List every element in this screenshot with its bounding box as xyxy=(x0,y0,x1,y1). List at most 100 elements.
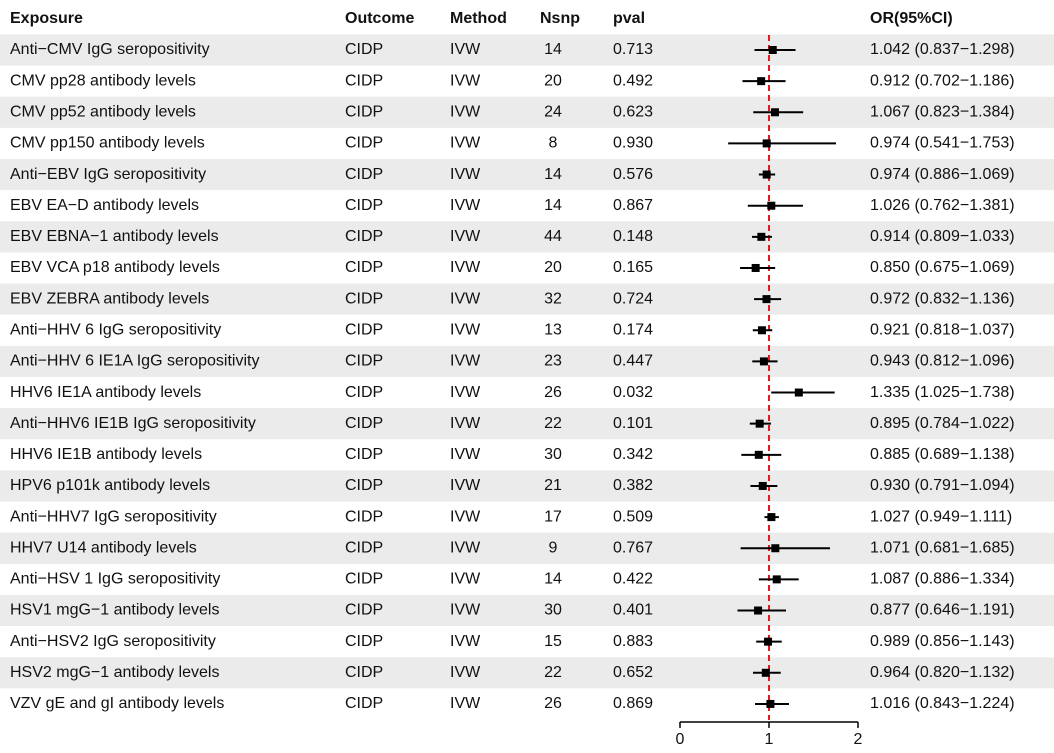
point-estimate xyxy=(767,201,776,210)
exposure: HSV1 mgG−1 antibody levels xyxy=(10,602,219,619)
x-tick-label: 0 xyxy=(676,731,685,748)
or-label: 1.042 (0.837−1.298) xyxy=(870,41,1015,58)
x-tick-label: 1 xyxy=(765,731,774,748)
pval: 0.401 xyxy=(613,602,653,619)
exposure: EBV ZEBRA antibody levels xyxy=(10,290,209,307)
outcome: CIDP xyxy=(345,353,383,370)
point-estimate xyxy=(762,295,771,304)
pval: 0.867 xyxy=(613,197,653,214)
pval: 0.930 xyxy=(613,135,653,152)
method: IVW xyxy=(450,290,481,307)
method: IVW xyxy=(450,446,481,463)
outcome: CIDP xyxy=(345,477,383,494)
point-estimate xyxy=(754,450,763,459)
point-estimate xyxy=(761,668,770,677)
method: IVW xyxy=(450,602,481,619)
row-stripe xyxy=(0,345,1054,377)
pval: 0.382 xyxy=(613,477,653,494)
nsnp: 14 xyxy=(544,197,562,214)
nsnp: 30 xyxy=(544,446,562,463)
outcome: CIDP xyxy=(345,197,383,214)
exposure: EBV VCA p18 antibody levels xyxy=(10,259,220,276)
exposure: EBV EBNA−1 antibody levels xyxy=(10,228,219,245)
method: IVW xyxy=(450,539,481,556)
pval: 0.623 xyxy=(613,103,653,120)
nsnp: 9 xyxy=(549,539,558,556)
nsnp: 22 xyxy=(544,664,562,681)
or-label: 0.850 (0.675−1.069) xyxy=(870,259,1015,276)
pval: 0.032 xyxy=(613,384,653,401)
row-stripe xyxy=(0,532,1054,564)
pval: 0.713 xyxy=(613,41,653,58)
nsnp: 44 xyxy=(544,228,562,245)
pval: 0.342 xyxy=(613,446,653,463)
exposure: Anti−EBV IgG seropositivity xyxy=(10,166,206,183)
method: IVW xyxy=(450,41,481,58)
outcome: CIDP xyxy=(345,321,383,338)
method: IVW xyxy=(450,353,481,370)
pval: 0.652 xyxy=(613,664,653,681)
row-stripe xyxy=(0,594,1054,627)
point-estimate xyxy=(771,544,780,553)
nsnp: 24 xyxy=(544,103,562,120)
row-stripe xyxy=(0,283,1054,315)
pval: 0.767 xyxy=(613,539,653,556)
nsnp: 32 xyxy=(544,290,562,307)
method: IVW xyxy=(450,166,481,183)
x-tick-label: 2 xyxy=(854,731,863,748)
header-nsnp: Nsnp xyxy=(540,10,580,27)
nsnp: 26 xyxy=(544,695,562,712)
point-estimate xyxy=(766,699,775,708)
pval: 0.869 xyxy=(613,695,653,712)
method: IVW xyxy=(450,477,481,494)
outcome: CIDP xyxy=(345,446,383,463)
nsnp: 14 xyxy=(544,166,562,183)
or-label: 0.895 (0.784−1.022) xyxy=(870,415,1015,432)
outcome: CIDP xyxy=(345,602,383,619)
header-or: OR(95%CI) xyxy=(870,10,953,27)
pval: 0.422 xyxy=(613,571,653,588)
method: IVW xyxy=(450,664,481,681)
exposure: CMV pp28 antibody levels xyxy=(10,72,196,89)
exposure: CMV pp52 antibody levels xyxy=(10,103,196,120)
row-stripe xyxy=(0,408,1054,440)
exposure: HPV6 p101k antibody levels xyxy=(10,477,210,494)
exposure: Anti−HHV 6 IE1A IgG seropositivity xyxy=(10,353,259,370)
or-label: 0.912 (0.702−1.186) xyxy=(870,72,1015,89)
point-estimate xyxy=(768,46,777,54)
point-estimate xyxy=(759,357,768,366)
point-estimate xyxy=(767,513,776,522)
pval: 0.724 xyxy=(613,290,653,307)
pval: 0.165 xyxy=(613,259,653,276)
method: IVW xyxy=(450,384,481,401)
point-estimate xyxy=(770,108,779,117)
method: IVW xyxy=(450,135,481,152)
outcome: CIDP xyxy=(345,259,383,276)
exposure: HHV6 IE1A antibody levels xyxy=(10,384,201,401)
point-estimate xyxy=(755,419,764,428)
outcome: CIDP xyxy=(345,135,383,152)
nsnp: 15 xyxy=(544,633,562,650)
nsnp: 8 xyxy=(549,135,558,152)
point-estimate xyxy=(764,637,773,646)
pval: 0.101 xyxy=(613,415,653,432)
exposure: Anti−HHV 6 IgG seropositivity xyxy=(10,321,221,338)
method: IVW xyxy=(450,415,481,432)
outcome: CIDP xyxy=(345,41,383,58)
outcome: CIDP xyxy=(345,508,383,525)
row-stripe xyxy=(0,96,1054,128)
exposure: VZV gE and gI antibody levels xyxy=(10,695,224,712)
or-label: 0.964 (0.820−1.132) xyxy=(870,664,1015,681)
or-label: 0.974 (0.886−1.069) xyxy=(870,166,1015,183)
exposure: HHV6 IE1B antibody levels xyxy=(10,446,202,463)
outcome: CIDP xyxy=(345,72,383,89)
point-estimate xyxy=(758,481,767,490)
or-label: 1.016 (0.843−1.224) xyxy=(870,695,1015,712)
exposure: EBV EA−D antibody levels xyxy=(10,197,199,214)
header-exposure: Exposure xyxy=(10,10,83,27)
outcome: CIDP xyxy=(345,228,383,245)
or-label: 0.877 (0.646−1.191) xyxy=(870,602,1015,619)
nsnp: 14 xyxy=(544,41,562,58)
row-stripe xyxy=(0,657,1054,689)
